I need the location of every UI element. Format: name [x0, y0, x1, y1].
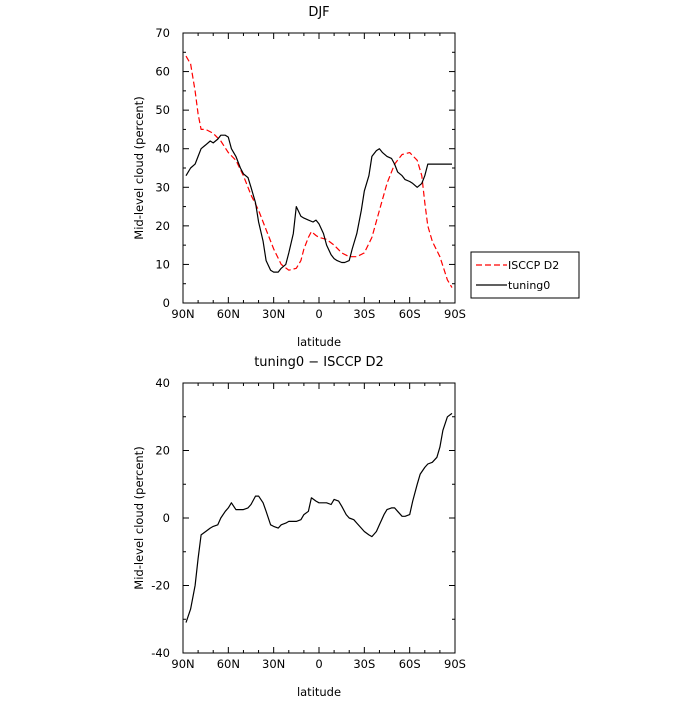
x-tick-label: 30N: [262, 307, 285, 321]
x-tick-label: 90N: [171, 657, 194, 671]
y-axis-label: Mid-level cloud (percent): [132, 446, 146, 589]
x-tick-label: 90S: [444, 657, 466, 671]
legend-label-0: ISCCP D2: [508, 259, 559, 272]
y-tick-label: 40: [155, 376, 170, 390]
x-axis-label: latitude: [297, 685, 341, 699]
x-tick-label: 30N: [262, 657, 285, 671]
y-tick-label: 20: [155, 444, 170, 458]
series-line-1: [185, 134, 452, 273]
bottom-panel: 90N 60N 30N 0 30S 60S 90S -40 -20 0 20 40 tuning0 − …: [132, 355, 466, 699]
y-axis-label: Mid-level cloud (percent): [132, 96, 146, 239]
x-tick-label: 60S: [399, 307, 421, 321]
series-line-0: [185, 412, 453, 623]
y-tick-label: 40: [155, 142, 170, 156]
x-tick-label: 0: [315, 307, 322, 321]
top-panel: 90N 60N 30N 0 30S 60S 90S 0 10 20 30 40 50 60 70 DJF lat…: [132, 5, 580, 349]
legend-box: [470, 251, 580, 299]
series-line-0: [185, 55, 453, 288]
x-tick-label: 60N: [217, 307, 240, 321]
y-tick-label: 0: [163, 296, 170, 310]
y-tick-label: 10: [155, 257, 170, 271]
y-tick-label: -40: [151, 646, 170, 660]
x-tick-label: 0: [315, 657, 322, 671]
y-tick-label: -20: [151, 579, 170, 593]
x-tick-label: 30S: [353, 307, 375, 321]
y-tick-label: 30: [155, 180, 170, 194]
y-tick-label: 20: [155, 219, 170, 233]
chart-title: DJF: [308, 5, 329, 20]
x-tick-label: 90N: [171, 307, 194, 321]
plot-frame: [182, 32, 456, 304]
y-tick-label: 70: [155, 26, 170, 40]
x-tick-label: 60S: [399, 657, 421, 671]
plot-frame: [182, 382, 456, 654]
x-tick-label: 30S: [353, 657, 375, 671]
y-tick-label: 50: [155, 103, 170, 117]
y-tick-label: 60: [155, 65, 170, 79]
x-axis-label: latitude: [297, 335, 341, 349]
x-tick-label: 60N: [217, 657, 240, 671]
legend-label-1: tuning0: [508, 279, 550, 292]
x-tick-label: 90S: [444, 307, 466, 321]
y-tick-label: 0: [163, 511, 170, 525]
chart-title: tuning0 − ISCCP D2: [254, 355, 384, 370]
